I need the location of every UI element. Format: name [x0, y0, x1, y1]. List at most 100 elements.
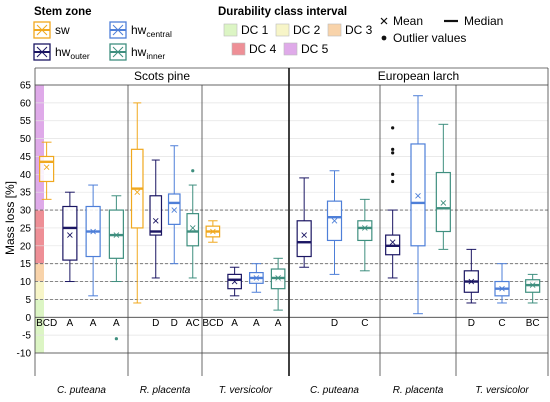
- significance-letter: D: [152, 318, 159, 329]
- box-sw: BCD: [202, 220, 223, 329]
- mean-marker-b: [331, 217, 338, 224]
- y-tick-label: 5: [25, 295, 31, 306]
- significance-letter: A: [67, 318, 74, 329]
- durability-legend: DC 1 DC 2 DC 3 DC 4 DC 5: [223, 23, 373, 56]
- symbol-legend: Mean Median Outlier values: [380, 14, 503, 45]
- legend-dc-item: DC 2: [275, 23, 321, 37]
- durability-band: [35, 263, 44, 282]
- y-axis-label: Mass loss [%]: [3, 181, 17, 255]
- legend-dc-swatch: [231, 42, 246, 56]
- significance-letter: BCD: [202, 318, 223, 329]
- box-hw_inner: AC: [186, 169, 200, 329]
- legend-dc-label: DC 3: [345, 23, 373, 37]
- box-iqr: [410, 143, 426, 247]
- y-tick-label: 65: [20, 81, 32, 92]
- y-tick-label: 10: [20, 277, 32, 288]
- species-label: T. versicolor: [219, 385, 273, 396]
- box-hw_inner: [435, 123, 451, 250]
- legend-dc-item: DC 4: [231, 42, 277, 56]
- box-iqr: [296, 220, 312, 258]
- y-tick-label: -10: [17, 349, 32, 360]
- significance-letter: A: [113, 318, 120, 329]
- y-tick-label: 55: [20, 116, 32, 127]
- plot-frame: [34, 84, 549, 354]
- legend-dc-label: DC 5: [301, 42, 329, 56]
- panel-title: European larch: [378, 69, 459, 83]
- box-hw_central: A: [249, 263, 264, 329]
- legend-outlier-label: Outlier values: [393, 31, 466, 45]
- stem-zone-title: Stem zone: [34, 6, 92, 18]
- mean-marker-b: [440, 200, 447, 206]
- mean-marker-b: [67, 232, 73, 238]
- box-hw_central: D: [326, 170, 343, 329]
- significance-letter: A: [231, 318, 238, 329]
- mean-marker-b: [362, 225, 368, 231]
- species-label: R. placenta: [140, 385, 191, 396]
- legend-dc-swatch: [275, 23, 290, 37]
- durability-band: [35, 210, 44, 264]
- significance-letter: BC: [526, 318, 540, 329]
- y-tick-label: 25: [20, 223, 32, 234]
- stem-zone-legend: sw hwcentral hwouter hwinner: [33, 21, 172, 61]
- box-hw_outer: A: [62, 191, 78, 329]
- durability-band: [35, 281, 44, 300]
- box-hw_inner: C: [357, 198, 373, 329]
- legend: Stem zone sw hwcentral hwouter hwinner Dura…: [33, 6, 503, 61]
- box-hw_central: C: [494, 263, 510, 329]
- box-hw_outer: [385, 126, 401, 279]
- legend-dc-item: DC 1: [223, 23, 269, 37]
- box-hw_outer: [296, 177, 312, 268]
- outlier-icon: [381, 35, 387, 41]
- legend-label-hw_outer: hwouter: [55, 45, 90, 61]
- legend-mean-label: Mean: [393, 14, 423, 28]
- mean-marker-b: [171, 207, 178, 213]
- significance-letter: C: [498, 318, 505, 329]
- mean-marker-b: [415, 192, 421, 199]
- box-iqr: [167, 193, 181, 225]
- legend-symbol-item: Median: [444, 14, 503, 28]
- mean-marker-b: [301, 232, 307, 238]
- mean-marker-b: [43, 164, 50, 171]
- legend-item-sw: sw: [33, 21, 70, 39]
- mean-marker-b: [90, 228, 96, 235]
- mean-marker-b: [210, 228, 216, 235]
- y-tick-label: 15: [20, 259, 32, 270]
- mean-marker-b: [253, 275, 260, 281]
- legend-label-hw_central: hwcentral: [131, 23, 172, 39]
- mean-marker-b: [529, 282, 536, 288]
- significance-letter: D: [171, 318, 178, 329]
- significance-letter: A: [275, 318, 282, 329]
- legend-median-label: Median: [464, 14, 503, 28]
- durability-title: Durability class interval: [218, 6, 347, 18]
- mean-marker-b: [275, 275, 281, 281]
- y-tick-label: 30: [20, 206, 32, 217]
- legend-dc-label: DC 4: [249, 42, 277, 56]
- legend-item-hw_outer: hwouter: [33, 43, 90, 61]
- mean-marker-b: [113, 232, 120, 238]
- legend-dc-swatch: [283, 42, 298, 56]
- box-iqr: [357, 220, 373, 242]
- significance-letter: A: [253, 318, 260, 329]
- box-hw_outer: D: [463, 248, 479, 329]
- plot-area: -10 -5 0 5 10 15 20 25 30 35 40 45 50 55 60 65 Scots pin…: [17, 67, 549, 396]
- mean-icon-b: [380, 17, 388, 25]
- box-iqr: [435, 171, 451, 233]
- significance-letter: AC: [186, 318, 200, 329]
- significance-letter: BCD: [36, 318, 57, 329]
- species-label: T. versicolor: [475, 385, 529, 396]
- durability-band: [35, 299, 44, 353]
- y-tick-label: 35: [20, 188, 32, 199]
- legend-dc-swatch: [223, 23, 238, 37]
- mean-marker-b: [499, 285, 505, 292]
- y-tick-label: 45: [20, 152, 32, 163]
- significance-letter: A: [90, 318, 97, 329]
- mean-marker-b: [152, 217, 159, 224]
- y-tick-label: 0: [25, 313, 31, 324]
- outlier-point: [114, 337, 118, 341]
- legend-label-sw: sw: [55, 23, 70, 37]
- box-hw_outer: A: [227, 266, 242, 329]
- outlier-point: [391, 151, 395, 155]
- box-hw_central: [410, 95, 426, 315]
- legend-dc-swatch: [327, 23, 342, 37]
- significance-letter: D: [331, 318, 338, 329]
